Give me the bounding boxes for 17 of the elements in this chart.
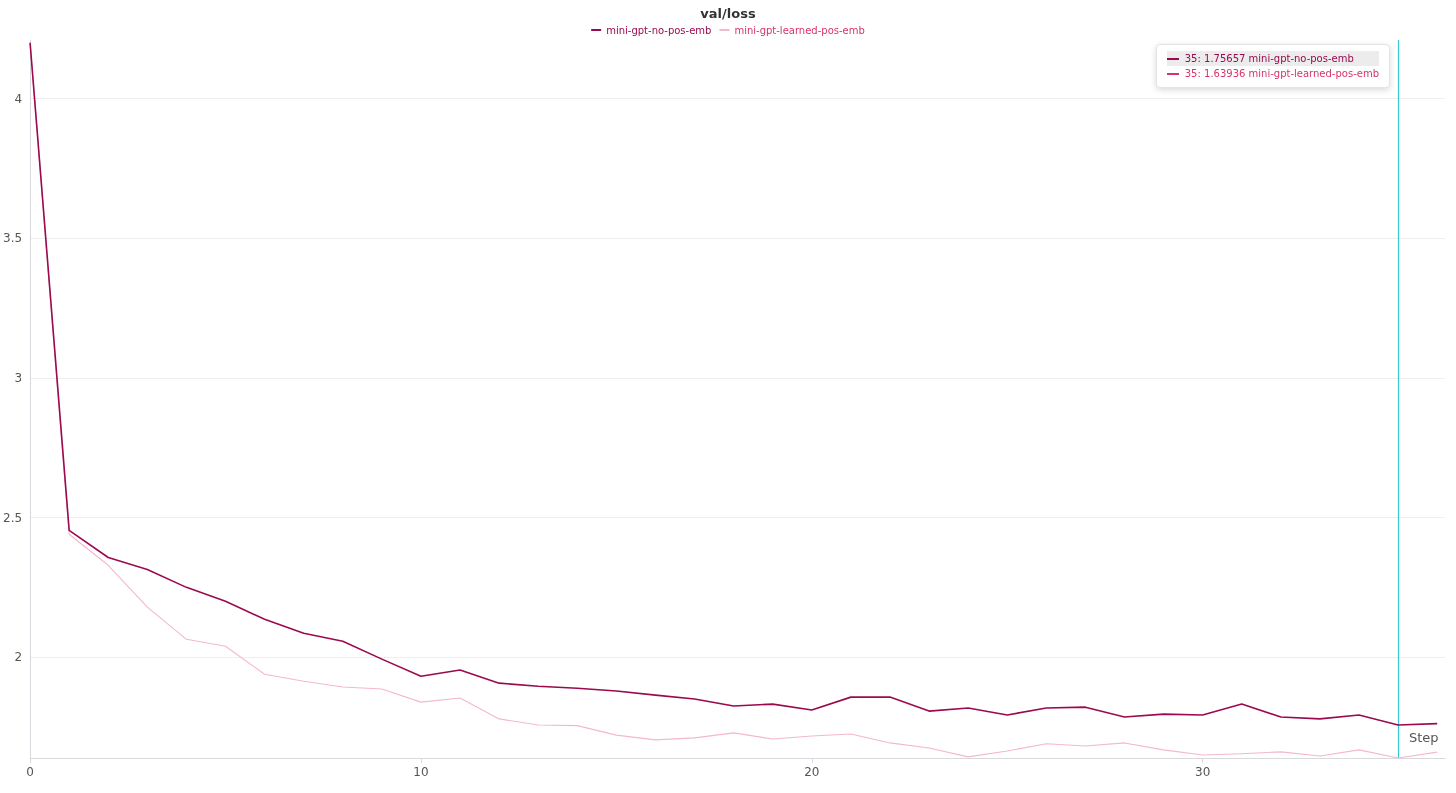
y-tick-label: 2	[14, 650, 23, 665]
y-tick-label: 2.5	[2, 510, 23, 525]
legend-label: mini-gpt-no-pos-emb	[606, 24, 712, 36]
legend-label: mini-gpt-learned-pos-emb	[734, 24, 865, 36]
x-axis-title: Step	[1409, 730, 1439, 745]
y-tick-label: 3.5	[2, 231, 23, 246]
annotation: 35: 1.75657 mini-gpt-no-pos-emb	[1184, 52, 1354, 66]
y-tick-label: 4	[14, 91, 23, 106]
annotation: 35: 1.63936 mini-gpt-learned-pos-emb	[1184, 67, 1379, 81]
x-tick-label: 30	[1195, 765, 1211, 779]
x-tick-label: 0	[26, 765, 34, 779]
x-tick-label: 20	[804, 765, 820, 779]
tooltip-row-highlight: 35: 1.75657 mini-gpt-no-pos-emb	[1166, 51, 1379, 66]
y-tick-label: 3	[14, 370, 23, 385]
chart-title: val/loss	[700, 6, 756, 21]
tooltip-panel: 35: 1.75657 mini-gpt-no-pos-emb 35: 1.63936 mini-gpt-learned-pos-emb	[1155, 44, 1390, 88]
x-tick-label: 10	[413, 765, 429, 779]
